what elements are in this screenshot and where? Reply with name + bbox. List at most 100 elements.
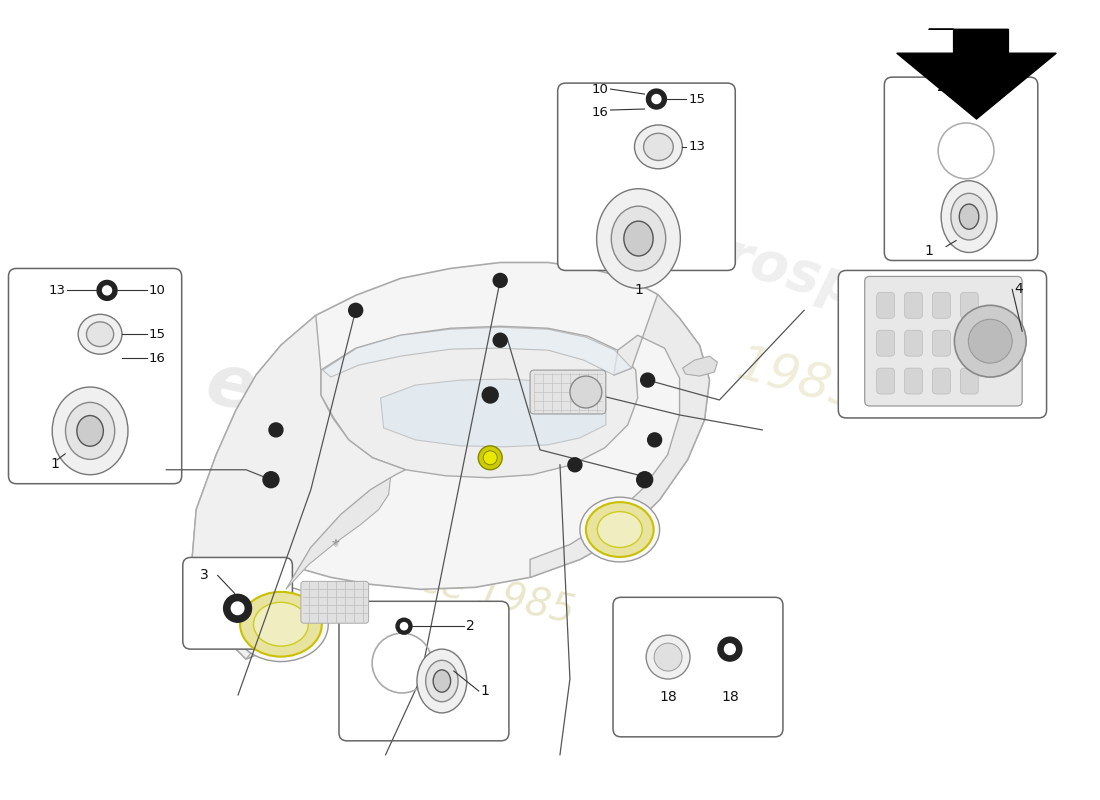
Ellipse shape	[612, 206, 666, 271]
Text: 3: 3	[200, 568, 209, 582]
Text: 1985: 1985	[732, 340, 867, 420]
Circle shape	[568, 458, 582, 472]
FancyBboxPatch shape	[884, 77, 1037, 261]
Polygon shape	[530, 294, 710, 578]
Circle shape	[955, 306, 1026, 377]
Circle shape	[969, 95, 977, 102]
Circle shape	[396, 618, 412, 634]
Ellipse shape	[66, 402, 114, 459]
FancyBboxPatch shape	[877, 330, 894, 356]
Ellipse shape	[233, 587, 328, 662]
Ellipse shape	[597, 512, 642, 547]
Circle shape	[570, 376, 602, 408]
FancyBboxPatch shape	[339, 602, 509, 741]
Ellipse shape	[580, 497, 660, 562]
Circle shape	[493, 334, 507, 347]
Polygon shape	[322, 327, 631, 377]
Ellipse shape	[942, 181, 997, 253]
Text: 1: 1	[481, 684, 490, 698]
Text: 13: 13	[48, 284, 65, 297]
FancyBboxPatch shape	[9, 269, 182, 484]
Polygon shape	[191, 262, 710, 659]
Text: a passion: a passion	[296, 492, 485, 567]
Text: 18: 18	[720, 690, 739, 704]
Polygon shape	[321, 326, 638, 478]
Text: 15: 15	[689, 93, 705, 106]
Text: 16: 16	[592, 106, 608, 118]
Polygon shape	[381, 379, 606, 447]
FancyBboxPatch shape	[904, 368, 923, 394]
Polygon shape	[896, 30, 1056, 119]
Text: since 1985: since 1985	[363, 549, 578, 630]
Text: 10: 10	[592, 82, 608, 95]
FancyBboxPatch shape	[877, 292, 894, 318]
FancyBboxPatch shape	[933, 292, 950, 318]
Circle shape	[97, 281, 117, 300]
Circle shape	[223, 594, 252, 622]
FancyBboxPatch shape	[960, 292, 978, 318]
Text: 18: 18	[659, 690, 676, 704]
Circle shape	[483, 451, 497, 465]
Ellipse shape	[950, 194, 987, 240]
Circle shape	[648, 433, 661, 447]
Ellipse shape	[644, 134, 673, 161]
FancyBboxPatch shape	[558, 83, 735, 270]
Circle shape	[654, 643, 682, 671]
Text: 16: 16	[148, 352, 166, 365]
Text: ⚜: ⚜	[331, 539, 341, 550]
FancyBboxPatch shape	[933, 368, 950, 394]
Circle shape	[637, 472, 652, 488]
Ellipse shape	[87, 322, 113, 346]
FancyBboxPatch shape	[904, 292, 923, 318]
FancyBboxPatch shape	[933, 330, 950, 356]
Circle shape	[400, 622, 408, 630]
Circle shape	[493, 274, 507, 287]
FancyBboxPatch shape	[838, 270, 1046, 418]
Circle shape	[102, 286, 111, 295]
Ellipse shape	[433, 670, 451, 692]
Ellipse shape	[240, 592, 322, 657]
FancyBboxPatch shape	[877, 368, 894, 394]
Circle shape	[968, 319, 1012, 363]
Ellipse shape	[426, 660, 458, 702]
Polygon shape	[286, 478, 390, 590]
FancyBboxPatch shape	[530, 370, 606, 414]
Circle shape	[965, 91, 981, 107]
FancyBboxPatch shape	[904, 330, 923, 356]
Text: eurospares: eurospares	[642, 209, 996, 352]
Ellipse shape	[959, 204, 979, 229]
Ellipse shape	[586, 502, 653, 557]
Ellipse shape	[78, 314, 122, 354]
Circle shape	[652, 94, 661, 103]
Ellipse shape	[253, 602, 308, 646]
FancyBboxPatch shape	[865, 277, 1022, 406]
Ellipse shape	[417, 649, 466, 713]
Text: 13: 13	[689, 140, 705, 154]
Circle shape	[718, 637, 741, 661]
Circle shape	[646, 635, 690, 679]
Circle shape	[231, 602, 244, 614]
Text: 1: 1	[634, 283, 642, 298]
Circle shape	[640, 373, 654, 387]
Ellipse shape	[624, 221, 653, 256]
Circle shape	[647, 89, 667, 109]
Circle shape	[263, 472, 279, 488]
Circle shape	[270, 423, 283, 437]
Ellipse shape	[635, 125, 682, 169]
Text: 15: 15	[148, 328, 166, 341]
Ellipse shape	[52, 387, 128, 474]
Text: 4: 4	[1014, 282, 1023, 296]
FancyBboxPatch shape	[613, 598, 783, 737]
FancyBboxPatch shape	[183, 558, 293, 649]
Ellipse shape	[77, 415, 103, 446]
Text: 2: 2	[465, 619, 474, 634]
Circle shape	[482, 387, 498, 403]
Circle shape	[349, 303, 363, 318]
Text: 1: 1	[51, 457, 59, 470]
Ellipse shape	[596, 189, 680, 288]
Circle shape	[478, 446, 503, 470]
FancyBboxPatch shape	[960, 330, 978, 356]
Polygon shape	[682, 356, 717, 376]
Text: eurospares: eurospares	[200, 349, 661, 511]
Text: 1: 1	[924, 243, 933, 258]
